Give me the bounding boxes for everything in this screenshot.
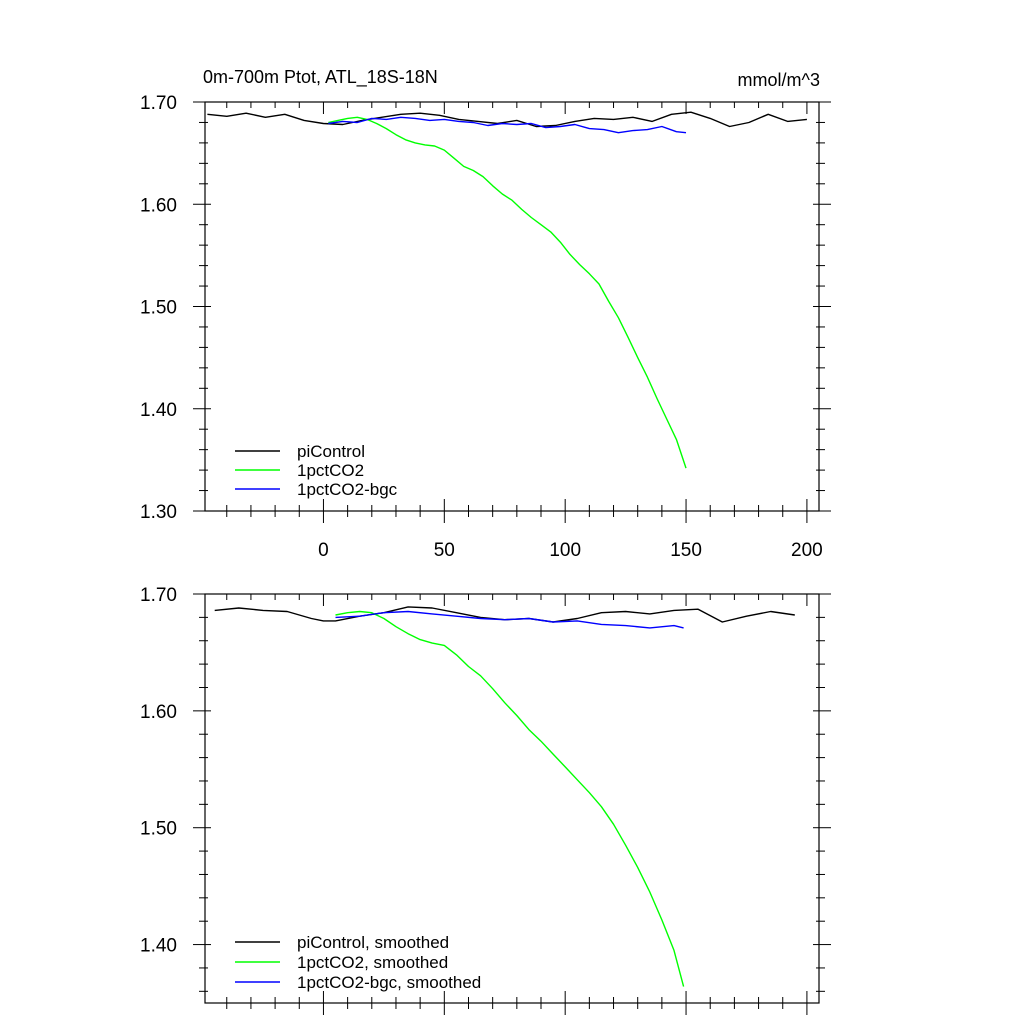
- x-tick-label: 200: [791, 540, 823, 561]
- x-tick-label: 50: [434, 540, 455, 561]
- y-tick-label: 1.40: [140, 936, 177, 957]
- x-tick-label: 0: [318, 540, 329, 561]
- series-line-1pctco2-bgc-smoothed: [335, 610, 684, 629]
- legend-label: 1pctCO2: [297, 461, 364, 480]
- plot-frame-bottom: [204, 593, 820, 1004]
- legend-label: 1pctCO2, smoothed: [297, 953, 448, 972]
- series-line-picontrol: [207, 111, 807, 128]
- legend-label: 1pctCO2-bgc, smoothed: [297, 973, 481, 992]
- y-tick-label: 1.60: [140, 195, 177, 216]
- series-line-1pctco2-smoothed: [335, 610, 685, 987]
- series-group-bottom: [214, 606, 795, 987]
- top-panel: 0m-700m Ptot, ATL_18S-18N mmol/m^3 0 50 10…: [140, 67, 831, 561]
- series-group-top: [207, 111, 807, 469]
- y-tick-label: 1.70: [140, 585, 177, 606]
- y-tick-label: 1.50: [140, 819, 177, 840]
- y-tick-label: 1.70: [140, 93, 177, 114]
- axis-ticks-top: 0 50 100 150 200 1.30 1.40 1.50 1.60 1.70: [140, 93, 831, 561]
- y-tick-label: 1.40: [140, 400, 177, 421]
- x-tick-label: 150: [670, 540, 702, 561]
- x-tick-label: 100: [549, 540, 581, 561]
- series-line-1pctco2: [328, 116, 687, 469]
- y-tick-label: 1.60: [140, 702, 177, 723]
- chart-title: 0m-700m Ptot, ATL_18S-18N: [203, 67, 438, 88]
- legend-label: 1pctCO2-bgc: [297, 480, 398, 499]
- axis-ticks-bottom: 1.40 1.50 1.60 1.70: [140, 585, 831, 1015]
- legend-label: piControl, smoothed: [297, 933, 449, 952]
- bottom-panel: 1.401.501.601.70 piControl, smoothed1pct…: [140, 585, 831, 1015]
- units-label: mmol/m^3: [738, 70, 820, 90]
- legend-label: piControl: [297, 442, 365, 461]
- y-tick-label: 1.50: [140, 298, 177, 319]
- y-tick-label: 1.30: [140, 502, 177, 523]
- series-line-1pctco2-bgc: [328, 116, 687, 134]
